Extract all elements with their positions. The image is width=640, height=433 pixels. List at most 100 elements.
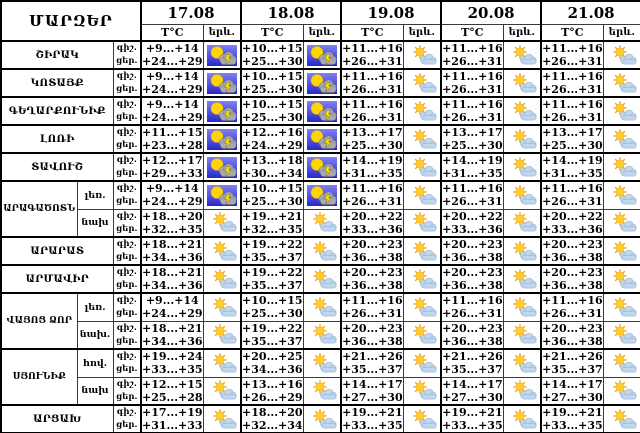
sun-behind-cloud-icon	[507, 212, 537, 232]
region-name-cell: ՇԻՐԱԿ	[0, 40, 114, 70]
region-name-cell: ԿՈՏԱՅՔ	[0, 68, 114, 98]
zone-label-cell: նախ	[76, 208, 114, 238]
day-temp: +35...+37	[542, 363, 603, 377]
weather-icon-cell	[502, 348, 542, 378]
weather-icon-cell	[202, 96, 242, 126]
night-temp: +19...+21	[242, 209, 303, 223]
weather-icon-cell	[302, 264, 342, 294]
temperature-cell: +20...+23 +36...+38	[440, 236, 504, 266]
day-temp: +25...+30	[242, 111, 303, 124]
night-temp: +13...+18	[242, 154, 303, 167]
sun-behind-cloud-icon	[507, 184, 537, 205]
temperature-cell: +20...+23 +36...+38	[540, 264, 604, 294]
night-temp: +10...+15	[242, 294, 303, 308]
sun-behind-cloud-icon	[207, 212, 237, 232]
weather-icon-cell	[602, 40, 640, 70]
temperature-cell: +21...+26 +35...+37	[540, 348, 604, 378]
day-temp: +36...+38	[442, 279, 503, 292]
night-temp: +10...+15	[242, 42, 303, 55]
sun-cloud-lightning-icon	[306, 184, 337, 206]
weather-icon-cell	[202, 348, 242, 378]
night-temp: +18...+20	[242, 406, 303, 419]
night-label: գիշ.	[116, 351, 137, 362]
temperature-cell: +11...+16 +26...+31	[440, 292, 504, 322]
weather-icon-cell	[402, 376, 442, 406]
day-temp: +26...+31	[542, 307, 603, 321]
sun-cloud-lightning-icon	[206, 184, 237, 206]
weather-icon-cell	[402, 68, 442, 98]
temperature-cell: +9...+14 +24...+29	[140, 40, 204, 70]
weather-icon-cell	[602, 152, 640, 182]
night-temp: +19...+21	[542, 406, 603, 419]
day-temp: +24...+29	[142, 83, 203, 96]
weather-icon-cell	[202, 236, 242, 266]
night-temp: +11...+16	[542, 42, 603, 55]
temperature-cell: +20...+23 +36...+38	[440, 320, 504, 350]
temperature-cell: +20...+22 +33...+36	[340, 208, 404, 238]
night-temp: +11...+16	[342, 98, 403, 111]
night-temp: +20...+25	[242, 350, 303, 364]
day-temp: +26...+29	[242, 390, 303, 404]
weather-icon-cell	[202, 264, 242, 294]
sun-behind-cloud-icon	[607, 72, 637, 92]
sun-behind-cloud-icon	[507, 128, 537, 148]
forecast-row: ԳԵՂԱՐՔՈՒՆԻՔ գիշ. ցեր. +9...+14 +24...+29 +10.…	[0, 96, 640, 126]
date-header: 21.08	[540, 0, 640, 25]
sun-behind-cloud-icon	[307, 212, 337, 232]
sun-behind-cloud-icon	[507, 408, 537, 428]
phenomenon-column-header: երև.	[302, 24, 342, 42]
night-temp: +11...+16	[442, 294, 503, 308]
night-temp: +19...+24	[142, 350, 203, 364]
sun-behind-cloud-icon	[407, 408, 437, 428]
night-temp: +9...+14	[145, 294, 199, 308]
day-temp: +25...+30	[342, 139, 403, 152]
temperature-cell: +11...+16 +26...+31	[340, 180, 404, 210]
temperature-cell: +10...+15 +25...+30	[240, 292, 304, 322]
weather-icon-cell	[302, 404, 342, 433]
weather-icon-cell	[402, 208, 442, 238]
weather-icon-cell	[202, 404, 242, 433]
night-temp: +13...+17	[542, 126, 603, 139]
temperature-cell: +13...+17 +25...+30	[540, 124, 604, 154]
night-temp: +20...+23	[542, 266, 603, 279]
weather-icon-cell	[402, 320, 442, 350]
temperature-cell: +18...+21 +34...+36	[140, 236, 204, 266]
night-temp: +11...+16	[442, 42, 503, 55]
day-temp: +33...+36	[442, 222, 503, 236]
temperature-cell: +13...+18 +30...+34	[240, 152, 304, 182]
day-label: ցեր.	[116, 308, 138, 319]
day-temp: +27...+30	[542, 390, 603, 404]
temperature-cell: +20...+22 +33...+36	[540, 208, 604, 238]
day-temp: +36...+38	[342, 334, 403, 348]
day-temp: +25...+30	[242, 83, 303, 96]
temperature-cell: +14...+17 +27...+30	[440, 376, 504, 406]
sun-behind-cloud-icon	[407, 100, 437, 120]
weather-icon-cell	[502, 124, 542, 154]
sun-behind-cloud-icon	[507, 44, 537, 64]
day-temp: +26...+31	[442, 111, 503, 124]
weather-icon-cell	[502, 40, 542, 70]
temperature-cell: +9...+14 +24...+29	[140, 68, 204, 98]
weather-icon-cell	[302, 152, 342, 182]
day-label: ցեր.	[116, 168, 138, 178]
weather-icon-cell	[302, 40, 342, 70]
night-temp: +9...+14	[145, 98, 199, 111]
day-temp: +27...+30	[442, 390, 503, 404]
temperature-cell: +20...+23 +36...+38	[540, 236, 604, 266]
zone-label-cell: նախ.	[76, 320, 114, 350]
forecast-row: ԱՐՑԱԽ գիշ. ցեր. +17...+19 +31...+33 +18...+20…	[0, 404, 640, 433]
night-temp: +10...+15	[242, 98, 303, 111]
sun-behind-cloud-icon	[407, 212, 437, 232]
night-day-label-cell: գիշ. ցեր.	[112, 236, 142, 266]
night-temp: +21...+26	[342, 350, 403, 364]
night-temp: +20...+23	[342, 238, 403, 251]
weather-icon-cell	[202, 320, 242, 350]
sun-cloud-lightning-icon	[206, 156, 237, 178]
day-temp: +26...+31	[542, 195, 603, 209]
sun-behind-cloud-icon	[607, 128, 637, 148]
sun-behind-cloud-icon	[307, 296, 337, 317]
temperature-cell: +11...+16 +26...+31	[440, 96, 504, 126]
sun-behind-cloud-icon	[207, 380, 237, 400]
day-temp: +25...+30	[242, 195, 303, 209]
day-label: ցեր.	[116, 56, 138, 66]
